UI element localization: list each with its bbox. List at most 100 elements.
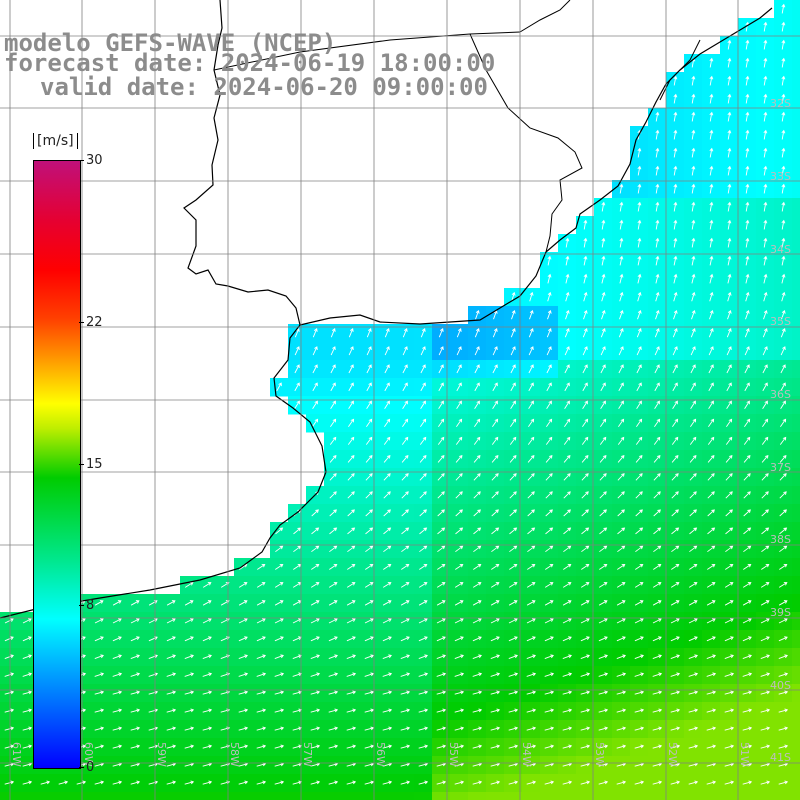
wind-arrow [310,744,321,749]
wind-arrow [166,654,176,660]
wind-arrow [564,400,570,410]
wind-arrow [311,527,320,535]
wind-speed-cell [792,486,800,505]
wind-arrow [474,364,480,374]
wind-speed-cell [576,792,595,800]
wind-arrow [508,618,518,624]
wind-arrow [616,744,627,749]
wind-arrow [601,310,606,320]
wind-arrow [618,382,624,392]
wind-arrow [745,183,750,194]
wind-arrow [276,382,282,392]
wind-arrow [400,744,411,749]
wind-arrow [526,690,537,695]
wind-arrow [420,418,427,427]
wind-arrow [689,473,697,481]
wind-arrow [312,382,318,392]
wind-arrow [616,636,626,642]
wind-arrow [366,328,372,338]
wind-arrow [691,165,696,176]
wind-speed-cell [792,54,800,73]
wind-arrow [419,491,427,499]
wind-arrow [401,527,410,535]
wind-arrow [365,491,373,499]
wind-arrow [709,310,714,320]
wind-arrow [691,291,696,302]
wind-arrow [455,491,463,499]
wind-arrow [745,75,750,86]
wind-arrow [256,636,266,642]
wind-arrow [456,346,462,356]
wind-arrow [743,473,751,481]
wind-arrow [652,780,663,785]
wind-speed-cell [792,450,800,469]
wind-arrow [112,654,122,660]
wind-arrow [418,654,428,660]
wind-arrow [384,364,390,374]
longitude-label: 54W [520,742,533,767]
wind-arrow [347,454,355,463]
colorbar [33,160,81,769]
wind-arrow [635,473,643,481]
wind-arrow [347,436,355,445]
wind-arrow [94,690,105,695]
wind-arrow [672,400,678,410]
wind-arrow [691,310,696,320]
wind-speed-cell [792,18,800,37]
wind-speed-cell [792,396,800,415]
wind-arrow [544,600,554,606]
wind-arrow [22,618,32,624]
wind-arrow [742,780,753,785]
wind-speed-cell [72,792,91,800]
wind-arrow [400,654,410,660]
wind-arrow [619,291,624,302]
wind-arrow [364,780,375,785]
wind-arrow [781,310,786,320]
wind-arrow [384,346,390,356]
wind-arrow [365,545,374,553]
wind-arrow [400,690,411,695]
wind-arrow [202,636,212,642]
wind-speed-cell [90,792,109,800]
wind-arrow [418,690,429,695]
wind-speed-cell [180,792,199,800]
wind-arrow [760,618,770,624]
longitude-label: 61W [10,742,23,767]
wind-arrow [760,744,771,749]
wind-arrow [652,690,663,695]
wind-arrow [238,654,248,660]
longitude-label: 59W [155,742,168,767]
wind-arrow [763,183,768,194]
wind-arrow [419,527,428,535]
wind-arrow [654,346,660,356]
wind-speed-cell [792,522,800,541]
wind-arrow [742,636,752,642]
wind-arrow [202,582,212,588]
wind-arrow [581,454,589,463]
wind-arrow [346,744,357,749]
wind-arrow [673,201,678,212]
wind-speed-cell [684,792,703,800]
wind-arrow [474,328,480,338]
wind-arrow [563,509,571,517]
wind-speed-cell [792,756,800,775]
wind-arrow [778,708,789,713]
wind-arrow [761,545,770,553]
wind-arrow [598,672,609,677]
wind-arrow [329,564,338,570]
wind-arrow [454,744,465,749]
wind-arrow [763,111,768,122]
wind-arrow [328,672,339,677]
wind-arrow [781,201,786,212]
wind-arrow [274,582,284,588]
wind-arrow [492,382,498,392]
wind-arrow [420,364,426,374]
wind-arrow [492,346,498,356]
wind-speed-cell [792,144,800,163]
wind-arrow [763,255,768,266]
wind-arrow [166,744,177,749]
wind-arrow [672,418,679,427]
wind-arrow [419,436,427,445]
wind-arrow [508,636,518,642]
wind-arrow [709,219,714,230]
